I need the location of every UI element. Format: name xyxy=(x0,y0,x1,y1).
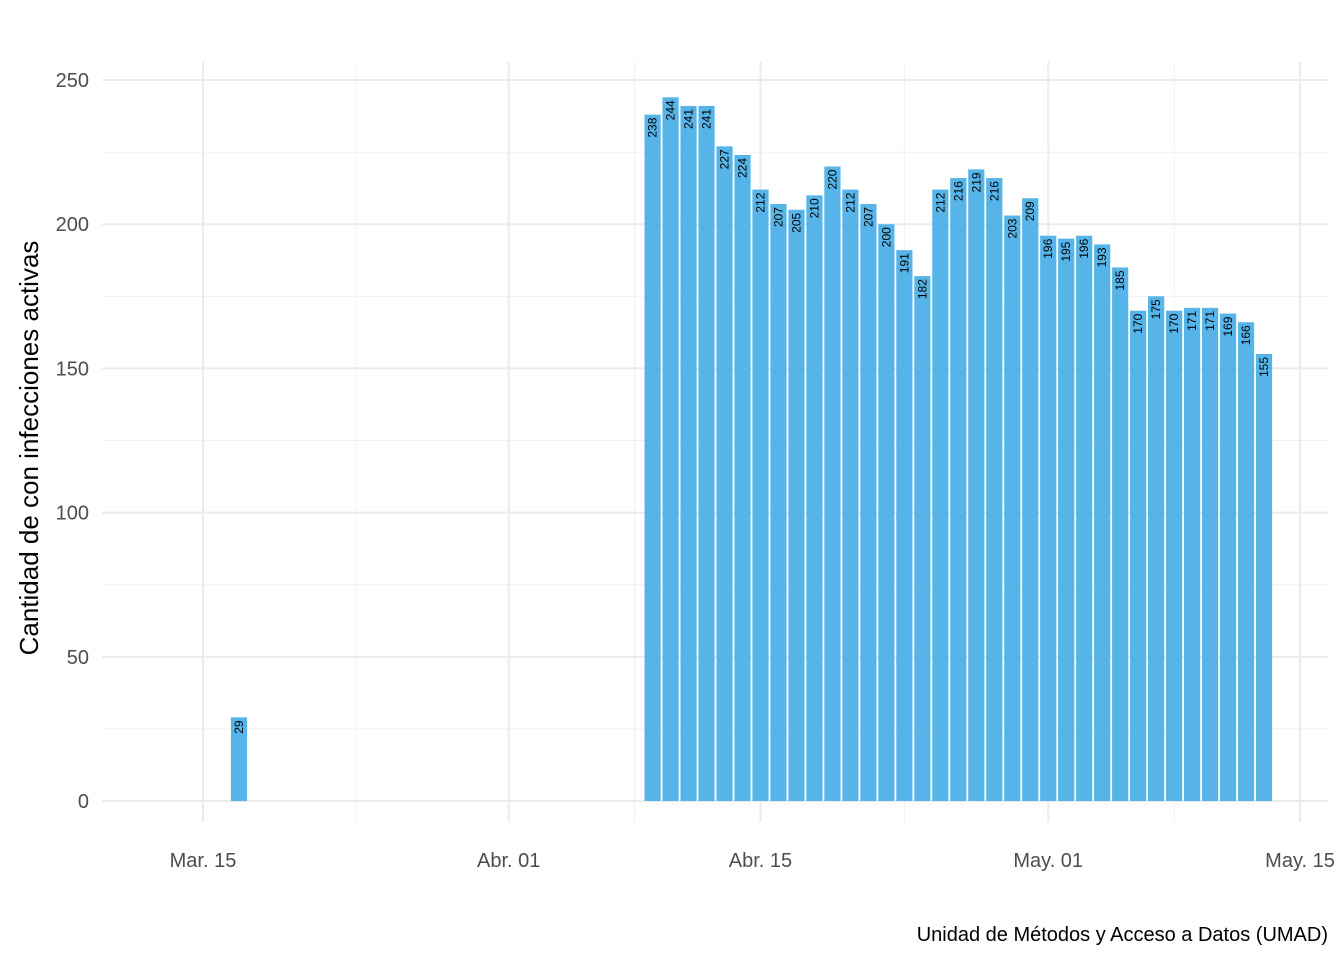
bar xyxy=(1076,235,1093,802)
bar xyxy=(644,114,661,801)
y-tick-label: 0 xyxy=(78,791,89,813)
bar-value-label: 175 xyxy=(1149,299,1163,319)
bar xyxy=(680,105,697,802)
bar-value-label: 244 xyxy=(664,100,678,120)
bar xyxy=(752,189,769,802)
bar xyxy=(896,250,913,801)
bar xyxy=(1237,322,1255,801)
bar-value-label: 216 xyxy=(987,181,1001,201)
bar-value-label: 212 xyxy=(843,192,857,212)
x-tick-label: May. 01 xyxy=(1013,850,1083,872)
bar xyxy=(1040,235,1057,802)
bar-value-label: 209 xyxy=(1023,201,1037,221)
bar xyxy=(788,209,805,801)
y-tick-label: 100 xyxy=(56,503,89,525)
bar-value-label: 210 xyxy=(807,198,821,218)
bar-value-label: 212 xyxy=(933,192,947,212)
bar xyxy=(932,189,949,802)
y-axis-tick-labels: 0 50 100 150 200 250 xyxy=(56,70,89,813)
bar xyxy=(806,195,823,802)
x-tick-label: Mar. 15 xyxy=(170,850,237,872)
bar-value-label: 170 xyxy=(1131,313,1145,333)
bar-value-label: 191 xyxy=(897,253,911,273)
x-tick-label: Abr. 15 xyxy=(729,850,792,872)
bar xyxy=(1201,307,1219,801)
bar-value-label: 182 xyxy=(915,279,929,299)
bar-value-label: 216 xyxy=(951,181,965,201)
bar xyxy=(914,276,931,801)
bar-value-label: 193 xyxy=(1095,247,1109,267)
bar xyxy=(1094,244,1111,801)
bar-value-label: 241 xyxy=(700,109,714,129)
bar xyxy=(770,204,787,802)
bar-value-label: 155 xyxy=(1257,357,1271,377)
bar-value-label: 224 xyxy=(736,158,750,178)
bar-value-label: 185 xyxy=(1113,270,1127,290)
bar xyxy=(1219,313,1237,801)
bar-value-label: 196 xyxy=(1077,238,1091,258)
x-tick-label: May. 15 xyxy=(1265,850,1335,872)
bar xyxy=(824,166,841,801)
bar xyxy=(878,224,895,801)
bar xyxy=(734,154,751,801)
bar xyxy=(1130,310,1147,801)
bar xyxy=(842,189,859,802)
bar xyxy=(1166,310,1183,801)
y-tick-label: 250 xyxy=(56,70,89,92)
y-tick-label: 50 xyxy=(67,647,89,669)
bar-value-label: 196 xyxy=(1041,238,1055,258)
bar-value-label: 29 xyxy=(232,720,246,734)
bar xyxy=(1148,296,1165,801)
bar-value-label: 195 xyxy=(1059,241,1073,261)
bar-value-label: 212 xyxy=(753,192,767,212)
chart-caption: Unidad de Métodos y Acceso a Datos (UMAD… xyxy=(917,924,1328,946)
bar xyxy=(230,717,248,801)
x-axis-tick-labels: Mar. 15 Abr. 01 Abr. 15 May. 01 May. 15 xyxy=(170,850,1335,872)
bar xyxy=(1184,307,1201,801)
bar xyxy=(1058,238,1075,801)
bar xyxy=(698,105,715,802)
bar xyxy=(986,178,1003,801)
bar-value-label: 207 xyxy=(771,207,785,227)
bar xyxy=(1022,198,1039,801)
bar-value-label: 171 xyxy=(1185,311,1199,331)
bars xyxy=(230,97,1273,802)
y-axis-title: Cantidad de con infecciones activas xyxy=(14,241,44,656)
bar-value-label: 200 xyxy=(879,227,893,247)
bar-value-label: 227 xyxy=(718,149,732,169)
bar xyxy=(662,97,679,801)
bar-value-label: 203 xyxy=(1005,218,1019,238)
bar-value-label: 166 xyxy=(1239,325,1253,345)
bar-value-label: 220 xyxy=(825,169,839,189)
bar xyxy=(950,178,967,801)
bar-value-label: 170 xyxy=(1167,313,1181,333)
bar-value-label: 238 xyxy=(646,117,660,137)
bar xyxy=(1112,267,1129,802)
bar-value-label: 207 xyxy=(861,207,875,227)
y-tick-label: 200 xyxy=(56,214,89,236)
bar-value-label: 241 xyxy=(682,109,696,129)
bar-value-label: 171 xyxy=(1203,311,1217,331)
bar-value-label: 205 xyxy=(789,212,803,232)
y-tick-label: 150 xyxy=(56,358,89,380)
bar-value-label: 169 xyxy=(1221,316,1235,336)
bar xyxy=(1255,353,1273,801)
bar-value-label: 219 xyxy=(969,172,983,192)
bar xyxy=(860,204,877,802)
bar xyxy=(968,169,985,802)
bar xyxy=(716,146,733,801)
bar xyxy=(1004,215,1021,802)
x-tick-label: Abr. 01 xyxy=(477,850,540,872)
